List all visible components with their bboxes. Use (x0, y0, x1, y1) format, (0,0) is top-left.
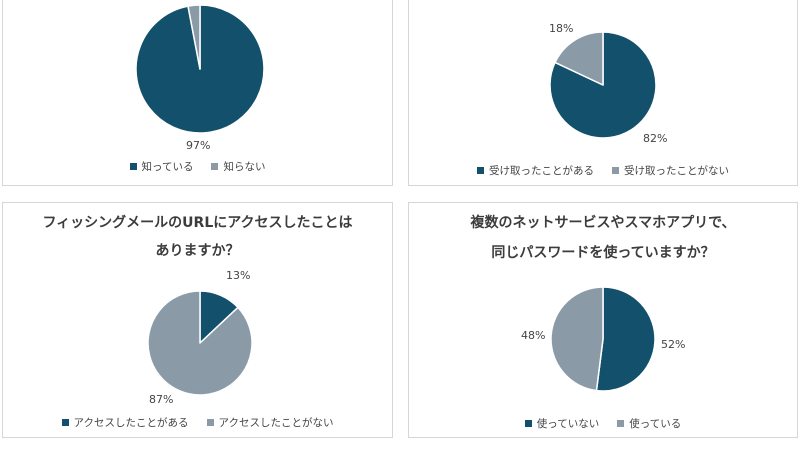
legend-4-item-0: 使っていない (524, 416, 600, 431)
legend-4-label-0: 使っていない (536, 418, 600, 430)
legend-2-swatch-1 (612, 167, 619, 174)
pie-1-slice-1 (187, 4, 201, 70)
legend-3-swatch-1 (206, 419, 214, 426)
legend-4-item-1: 使っている (617, 416, 681, 431)
legend-1: 知っている 知らない (3, 159, 392, 174)
legend-2-label-0: 受け取ったことがある (489, 165, 594, 177)
pie-3-label-0: 13% (226, 269, 251, 282)
legend-3-item-0: アクセスしたことがある (61, 415, 189, 430)
legend-2-label-1: 受け取ったことがない (624, 165, 729, 177)
chart-panel-4: 複数のネットサービスやスマホアプリで、 同じパスワードを使っていますか？ 52%… (408, 202, 798, 438)
legend-3-label-1: アクセスしたことがない (218, 417, 334, 429)
pie-4-slice-0 (595, 286, 656, 392)
pie-2-slice-1 (554, 31, 604, 86)
pie-1-label-0: 97% (186, 139, 211, 152)
pie-3-slice-1 (147, 290, 253, 396)
legend-1-item-1: 知らない (211, 159, 265, 174)
chart-4-title-line-2: 同じパスワードを使っていますか？ (491, 245, 715, 261)
pie-chart-1 (135, 4, 265, 134)
legend-1-label-1: 知らない (223, 161, 266, 173)
legend-2-item-1: 受け取ったことがない (612, 163, 729, 178)
pie-4-slice-1 (550, 286, 604, 392)
legend-1-item-0: 知っている (129, 159, 194, 174)
pie-3-label-1: 87% (149, 393, 174, 406)
legend-4-label-1: 使っている (629, 418, 682, 430)
legend-2: 受け取ったことがある 受け取ったことがない (409, 163, 797, 178)
chart-3-title-line-1: フィッシングメールのURLにアクセスしたことは (42, 215, 353, 231)
pie-chart-4 (550, 286, 656, 392)
legend-4-swatch-0 (524, 420, 532, 427)
legend-3: アクセスしたことがある アクセスしたことがない (3, 415, 392, 430)
pie-4-label-0: 52% (661, 338, 686, 351)
pie-chart-3 (147, 290, 253, 396)
legend-1-label-0: 知っている (141, 161, 194, 173)
chart-3-title-line-2: ありますか？ (155, 243, 240, 259)
legend-3-label-0: アクセスしたことがある (73, 417, 189, 429)
pie-2-label-0: 82% (643, 132, 668, 145)
pie-4-label-1: 48% (521, 329, 546, 342)
legend-2-swatch-0 (477, 167, 484, 174)
pie-2-label-1: 18% (549, 22, 574, 35)
legend-3-swatch-0 (61, 419, 69, 426)
legend-4: 使っていない 使っている (409, 416, 797, 431)
chart-panel-2: 18% 82% 受け取ったことがある 受け取ったことがない (408, 0, 798, 186)
legend-1-swatch-1 (211, 163, 219, 170)
chart-4-title-line-1: 複数のネットサービスやスマホアプリで、 (470, 215, 736, 231)
legend-4-swatch-1 (617, 420, 625, 427)
chart-panel-1: 97% 知っている 知らない (2, 0, 393, 186)
legend-3-item-1: アクセスしたことがない (206, 415, 334, 430)
pie-chart-2 (549, 31, 657, 139)
legend-1-swatch-0 (129, 163, 137, 170)
legend-2-item-0: 受け取ったことがある (477, 163, 594, 178)
chart-panel-3: フィッシングメールのURLにアクセスしたことは ありますか？ 13% 87% ア… (2, 202, 393, 438)
